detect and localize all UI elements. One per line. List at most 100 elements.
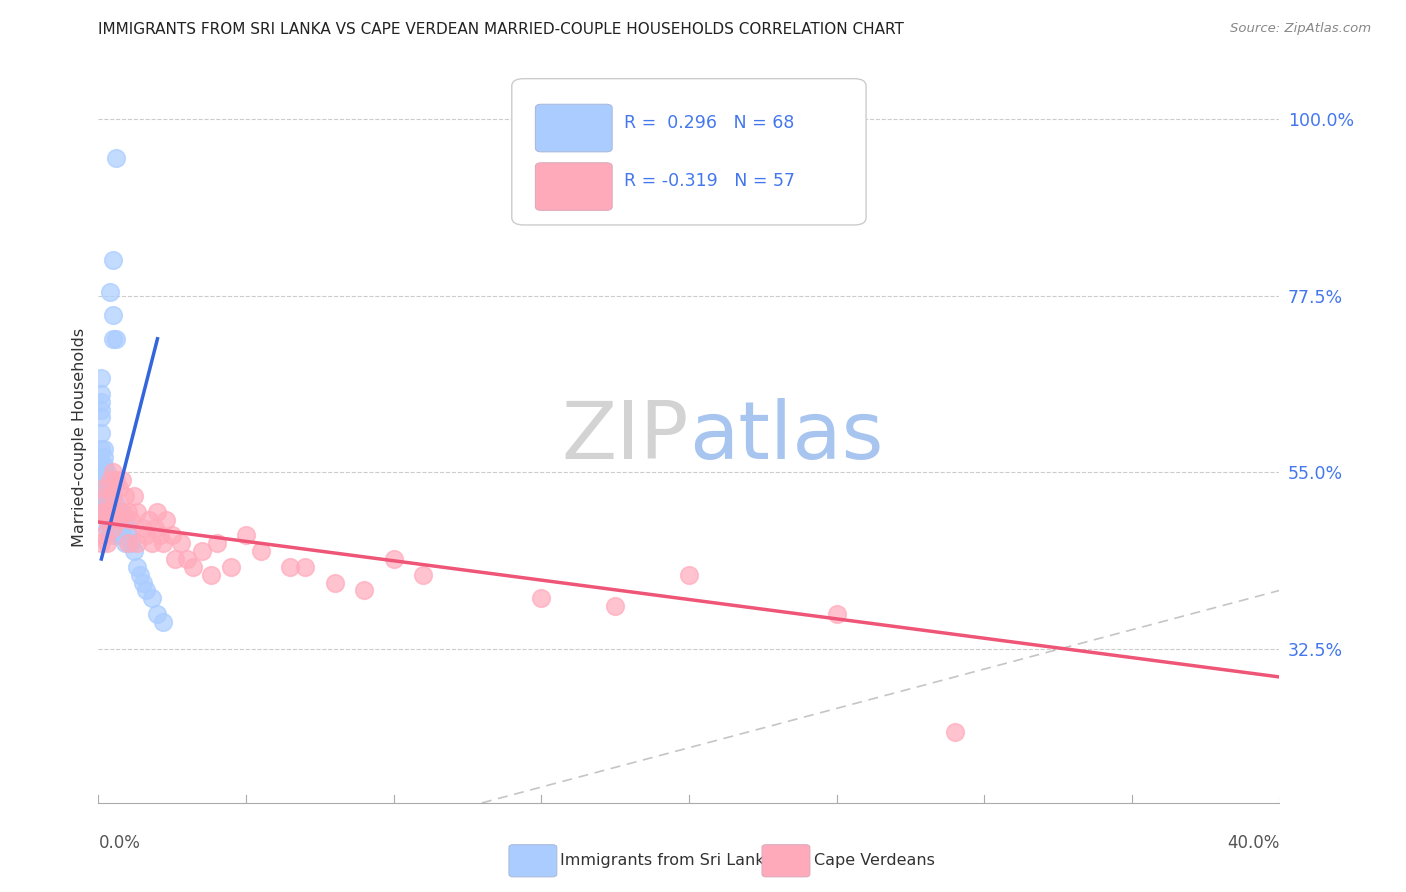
Point [943,725,966,739]
Point [96,497,118,511]
Point [114,513,136,527]
Point [96,513,118,527]
Point [125,559,148,574]
Point [530,591,553,606]
Point [152,615,174,629]
Point [93,458,115,472]
Point [135,528,157,542]
Point [93,450,115,464]
Point [605,599,627,614]
Point [98,285,121,299]
Point [103,489,125,503]
Point [125,536,148,550]
Point [90,473,112,487]
Point [105,505,128,519]
Point [114,536,136,550]
Point [98,505,121,519]
Point [105,473,128,487]
Point [90,394,112,409]
Point [128,567,150,582]
Text: ZIP: ZIP [561,398,689,476]
FancyBboxPatch shape [536,104,612,152]
Point [103,505,125,519]
Point [103,332,125,346]
Point [111,505,134,519]
Point [93,466,115,480]
Point [93,489,115,503]
Point [96,489,118,503]
Point [146,607,169,621]
Point [103,520,125,534]
Point [105,497,128,511]
Point [117,505,139,519]
Text: Immigrants from Sri Lanka: Immigrants from Sri Lanka [560,854,773,868]
Point [141,536,163,550]
Point [98,505,121,519]
FancyBboxPatch shape [512,78,866,225]
Point [278,559,302,574]
Point [93,497,115,511]
Point [90,426,112,441]
Point [111,513,134,527]
Point [96,536,118,550]
Point [165,552,187,566]
Point [90,481,112,495]
Point [353,583,375,598]
Point [105,513,128,527]
Point [96,489,118,503]
Y-axis label: Married-couple Households: Married-couple Households [72,327,87,547]
Point [90,489,112,503]
Point [122,489,145,503]
Point [412,567,434,582]
Point [90,458,112,472]
Point [103,253,125,268]
Point [108,505,131,519]
Text: Source: ZipAtlas.com: Source: ZipAtlas.com [1230,22,1371,36]
Point [108,528,131,542]
Text: 0.0%: 0.0% [98,834,141,852]
Point [90,371,112,385]
Point [98,513,121,527]
Point [93,481,115,495]
Point [135,583,157,598]
Point [103,497,125,511]
Point [111,505,134,519]
Text: R =  0.296   N = 68: R = 0.296 N = 68 [624,113,794,131]
Point [141,591,163,606]
Point [93,528,115,542]
Point [120,513,142,527]
Point [90,497,112,511]
Point [103,528,125,542]
Point [108,513,131,527]
Point [146,505,169,519]
Point [132,520,155,534]
Point [108,513,131,527]
Point [93,481,115,495]
Point [323,575,346,590]
Point [111,528,134,542]
Point [93,473,115,487]
Point [117,528,139,542]
Point [114,489,136,503]
Point [143,520,166,534]
Point [125,505,148,519]
Point [117,536,139,550]
Point [103,308,125,322]
Point [132,575,155,590]
Point [250,544,273,558]
Point [117,520,139,534]
Text: IMMIGRANTS FROM SRI LANKA VS CAPE VERDEAN MARRIED-COUPLE HOUSEHOLDS CORRELATION : IMMIGRANTS FROM SRI LANKA VS CAPE VERDEA… [98,22,904,37]
Point [90,410,112,425]
Point [162,528,183,542]
Text: R = -0.319   N = 57: R = -0.319 N = 57 [624,172,794,190]
Point [111,473,134,487]
Point [98,473,121,487]
Text: Cape Verdeans: Cape Verdeans [814,854,935,868]
Point [105,332,128,346]
Point [96,505,118,519]
Point [138,513,160,527]
Point [181,559,204,574]
Point [93,442,115,456]
Point [96,520,118,534]
Point [108,520,131,534]
